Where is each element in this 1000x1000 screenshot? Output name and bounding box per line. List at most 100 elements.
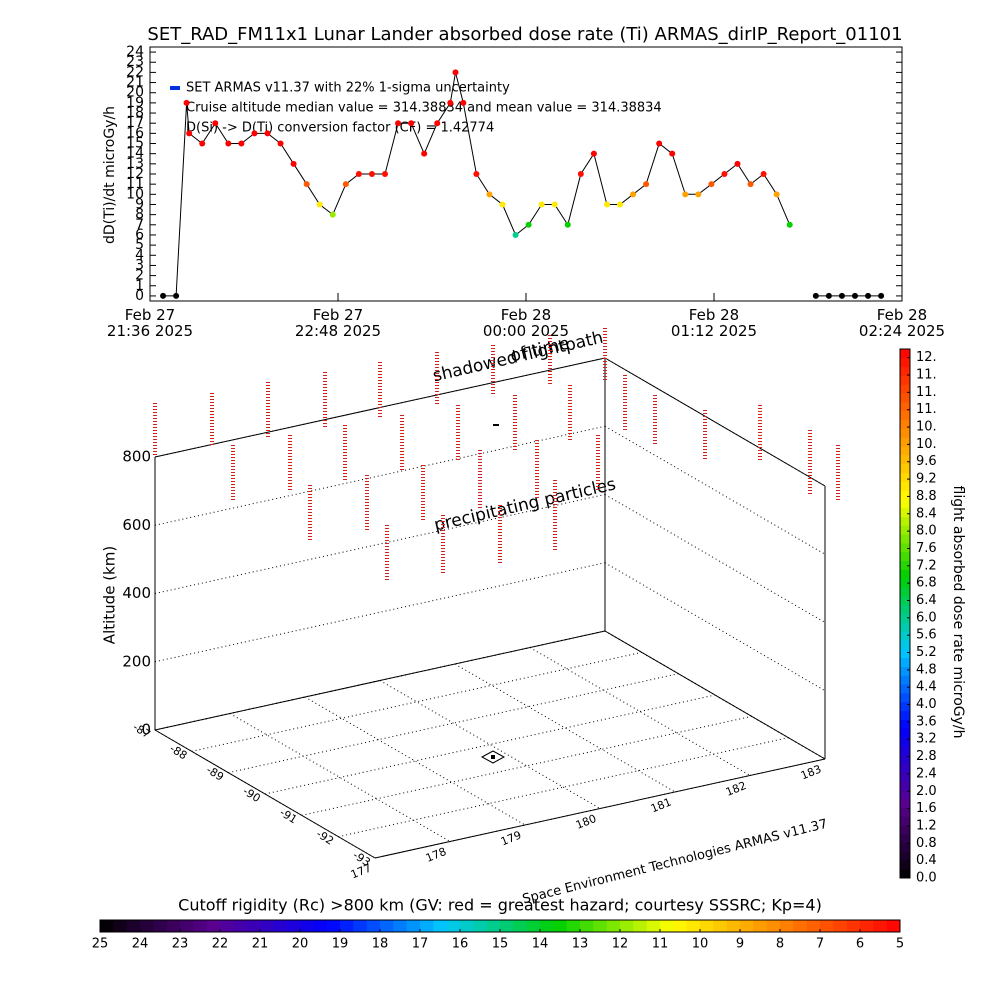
colorbar-cell — [846, 920, 861, 932]
colorbar-cell — [900, 807, 910, 817]
colorbar-cell — [900, 789, 910, 800]
colorbar-cell — [140, 920, 154, 932]
colorbar-cell — [473, 920, 488, 932]
colorbar-cell — [593, 920, 608, 932]
y-tick-label: 4 — [135, 247, 144, 263]
y-tick-label: 11 — [126, 176, 144, 192]
colorbar-tick-label: 0.4 — [916, 853, 937, 868]
colorbar-cell — [260, 920, 274, 932]
z-tick-label: 0 — [141, 721, 151, 739]
grid-line — [604, 425, 826, 555]
x-tick-label: -92 — [314, 827, 336, 848]
colorbar-tick-label: 1.2 — [916, 818, 937, 833]
data-point — [603, 201, 610, 208]
colorbar-cell — [900, 701, 910, 711]
colorbar-cell — [126, 920, 141, 932]
colorbar-cell — [900, 595, 910, 606]
colorbar-cell — [193, 920, 208, 932]
chart-title: SET_RAD_FM11x1 Lunar Lander absorbed dos… — [147, 24, 902, 45]
colorbar-tick-label: 20 — [292, 937, 309, 952]
colorbar-tick-label: 25 — [92, 937, 109, 952]
flightpath-mark — [493, 424, 499, 426]
colorbar-cell — [900, 719, 910, 729]
data-point — [512, 231, 519, 238]
colorbar-cell — [220, 920, 234, 932]
y-tick-label: 21 — [126, 75, 144, 91]
data-point — [303, 181, 310, 188]
colorbar-tick-label: 10 — [692, 937, 709, 952]
colorbar-cell — [900, 825, 910, 835]
colorbar-tick-label: 23 — [172, 937, 189, 952]
colorbar-cell — [900, 798, 910, 808]
colorbar-tick-label: 8.8 — [916, 489, 937, 504]
colorbar-cell — [900, 639, 910, 650]
colorbar-cell — [526, 920, 541, 932]
data-point — [212, 120, 219, 127]
data-point — [590, 150, 597, 157]
data-point — [160, 292, 167, 299]
colorbar-tick-label: 4.4 — [916, 680, 937, 695]
y-tick-label: 2 — [135, 268, 144, 284]
data-point — [525, 221, 532, 228]
colorbar-cell — [900, 675, 910, 685]
colorbar-tick-label: 7.6 — [916, 541, 937, 556]
colorbar-cell — [900, 728, 910, 738]
colorbar-label: Cutoff rigidity (Rc) >800 km (GV: red = … — [178, 896, 822, 915]
y-tick-label: 18 — [126, 105, 144, 121]
data-point — [238, 140, 245, 147]
data-point — [251, 130, 258, 137]
grid-line — [229, 713, 451, 842]
colorbar-tick-label: 7 — [816, 937, 824, 952]
colorbar-cell — [646, 920, 661, 932]
colorbar-cell — [900, 569, 910, 579]
z-tick-label: 600 — [122, 516, 151, 534]
x-tick-label: -90 — [241, 785, 263, 806]
legend-label: D(Si) -> D(Ti) conversion factor (CF) = … — [186, 121, 494, 136]
data-point — [551, 201, 558, 208]
colorbar-cell — [700, 920, 714, 932]
data-point — [395, 120, 402, 127]
colorbar-cell — [900, 454, 910, 465]
colorbar-cell — [740, 920, 754, 932]
colorbar-tick-label: 19 — [332, 937, 349, 952]
y-tick-label: 182 — [724, 779, 748, 799]
grid-line — [154, 425, 606, 526]
colorbar-cell — [886, 920, 901, 932]
y-tick-label: 13 — [126, 156, 144, 172]
colorbar-cell — [606, 920, 621, 932]
colorbar-cell — [900, 428, 910, 438]
colorbar-cell — [246, 920, 261, 932]
colorbar-tick-label: 16 — [452, 937, 469, 952]
colorbar-cell — [900, 551, 910, 562]
x-tick-label: Feb 28 00:00 2025 — [482, 306, 570, 340]
data-point — [452, 69, 459, 76]
colorbar-tick-label: 15 — [492, 937, 509, 952]
colorbar-cell — [366, 920, 381, 932]
colorbar-tick-label: 11. — [916, 368, 937, 383]
colorbar-cell — [900, 684, 910, 694]
y-tick-label: 179 — [499, 829, 523, 849]
colorbar-cell — [900, 631, 910, 641]
colorbar-cell — [900, 860, 910, 870]
grid-line — [154, 357, 606, 458]
colorbar-cell — [900, 736, 910, 747]
data-point — [564, 221, 571, 228]
data-point — [173, 292, 180, 299]
colorbar-cell — [900, 781, 910, 791]
colorbar-cell — [100, 920, 114, 932]
data-point — [342, 181, 349, 188]
data-point — [747, 181, 754, 188]
colorbar-tick-label: 6 — [856, 937, 864, 952]
colorbar-cell — [513, 920, 528, 932]
z-tick-label: 800 — [122, 448, 151, 466]
y-tick-label: 5 — [135, 237, 144, 253]
colorbar-tick-label: 10. — [916, 437, 937, 452]
colorbar-tick-label: 14 — [532, 937, 549, 952]
y-tick-label: 3 — [135, 257, 144, 273]
colorbar-cell — [806, 920, 821, 932]
colorbar-cell — [900, 357, 910, 368]
x-tick-label: Feb 27 21:36 2025 — [106, 306, 194, 340]
colorbar-tick-label: 7.2 — [916, 558, 937, 573]
y-tick-label: 180 — [574, 812, 598, 832]
colorbar-cell — [900, 419, 910, 429]
